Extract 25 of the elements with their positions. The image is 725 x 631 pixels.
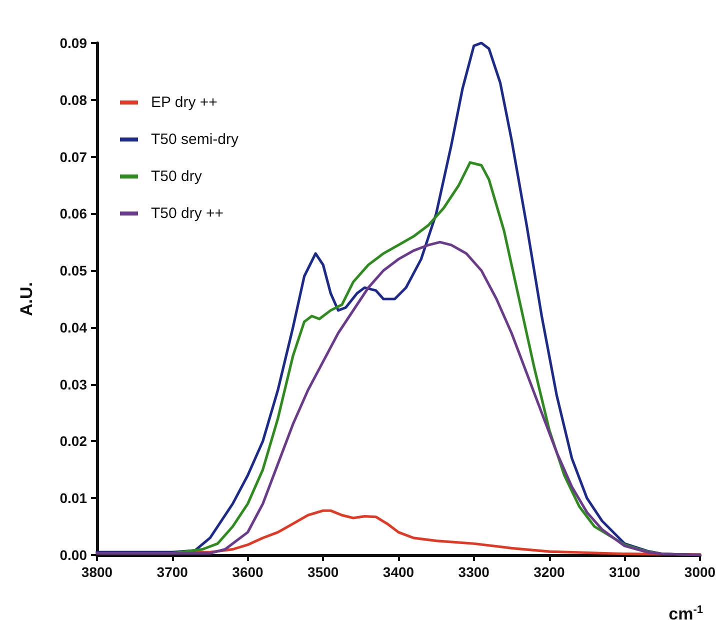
- x-tick-label: 3600: [232, 564, 264, 580]
- legend-label: T50 dry ++: [151, 205, 224, 222]
- x-tick-label: 3800: [81, 564, 113, 580]
- y-tick-label: 0.04: [60, 319, 88, 336]
- y-tick-label: 0.08: [60, 92, 88, 108]
- y-tick-label: 0.00: [60, 547, 88, 563]
- legend-label: T50 semi-dry: [151, 131, 240, 148]
- y-tick-label: 0.02: [60, 433, 88, 450]
- x-tick-label: 3100: [609, 564, 640, 580]
- x-tick-label: 3000: [684, 564, 716, 580]
- y-tick-label: 0.09: [60, 35, 88, 51]
- x-tick-label: 3500: [308, 564, 339, 580]
- legend-label: EP dry ++: [151, 94, 218, 111]
- y-tick-label: 0.03: [60, 376, 88, 392]
- y-tick-label: 0.07: [60, 148, 88, 165]
- y-axis-title: A.U.: [17, 282, 36, 316]
- x-axis-title: cm$^{-1}$: [668, 604, 703, 625]
- x-tick-label: 3700: [156, 564, 188, 580]
- legend-label: T50 dry: [151, 168, 202, 185]
- y-tick-label: 0.06: [60, 206, 88, 222]
- y-tick-label: 0.05: [60, 262, 88, 279]
- x-tick-label: 3200: [534, 564, 566, 580]
- y-tick-label: 0.01: [60, 490, 88, 506]
- x-tick-label: 3400: [382, 564, 414, 580]
- x-tick-label: 3300: [458, 564, 490, 580]
